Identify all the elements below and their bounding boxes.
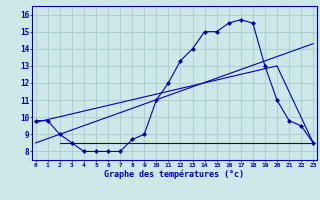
X-axis label: Graphe des températures (°c): Graphe des températures (°c) <box>104 169 244 179</box>
